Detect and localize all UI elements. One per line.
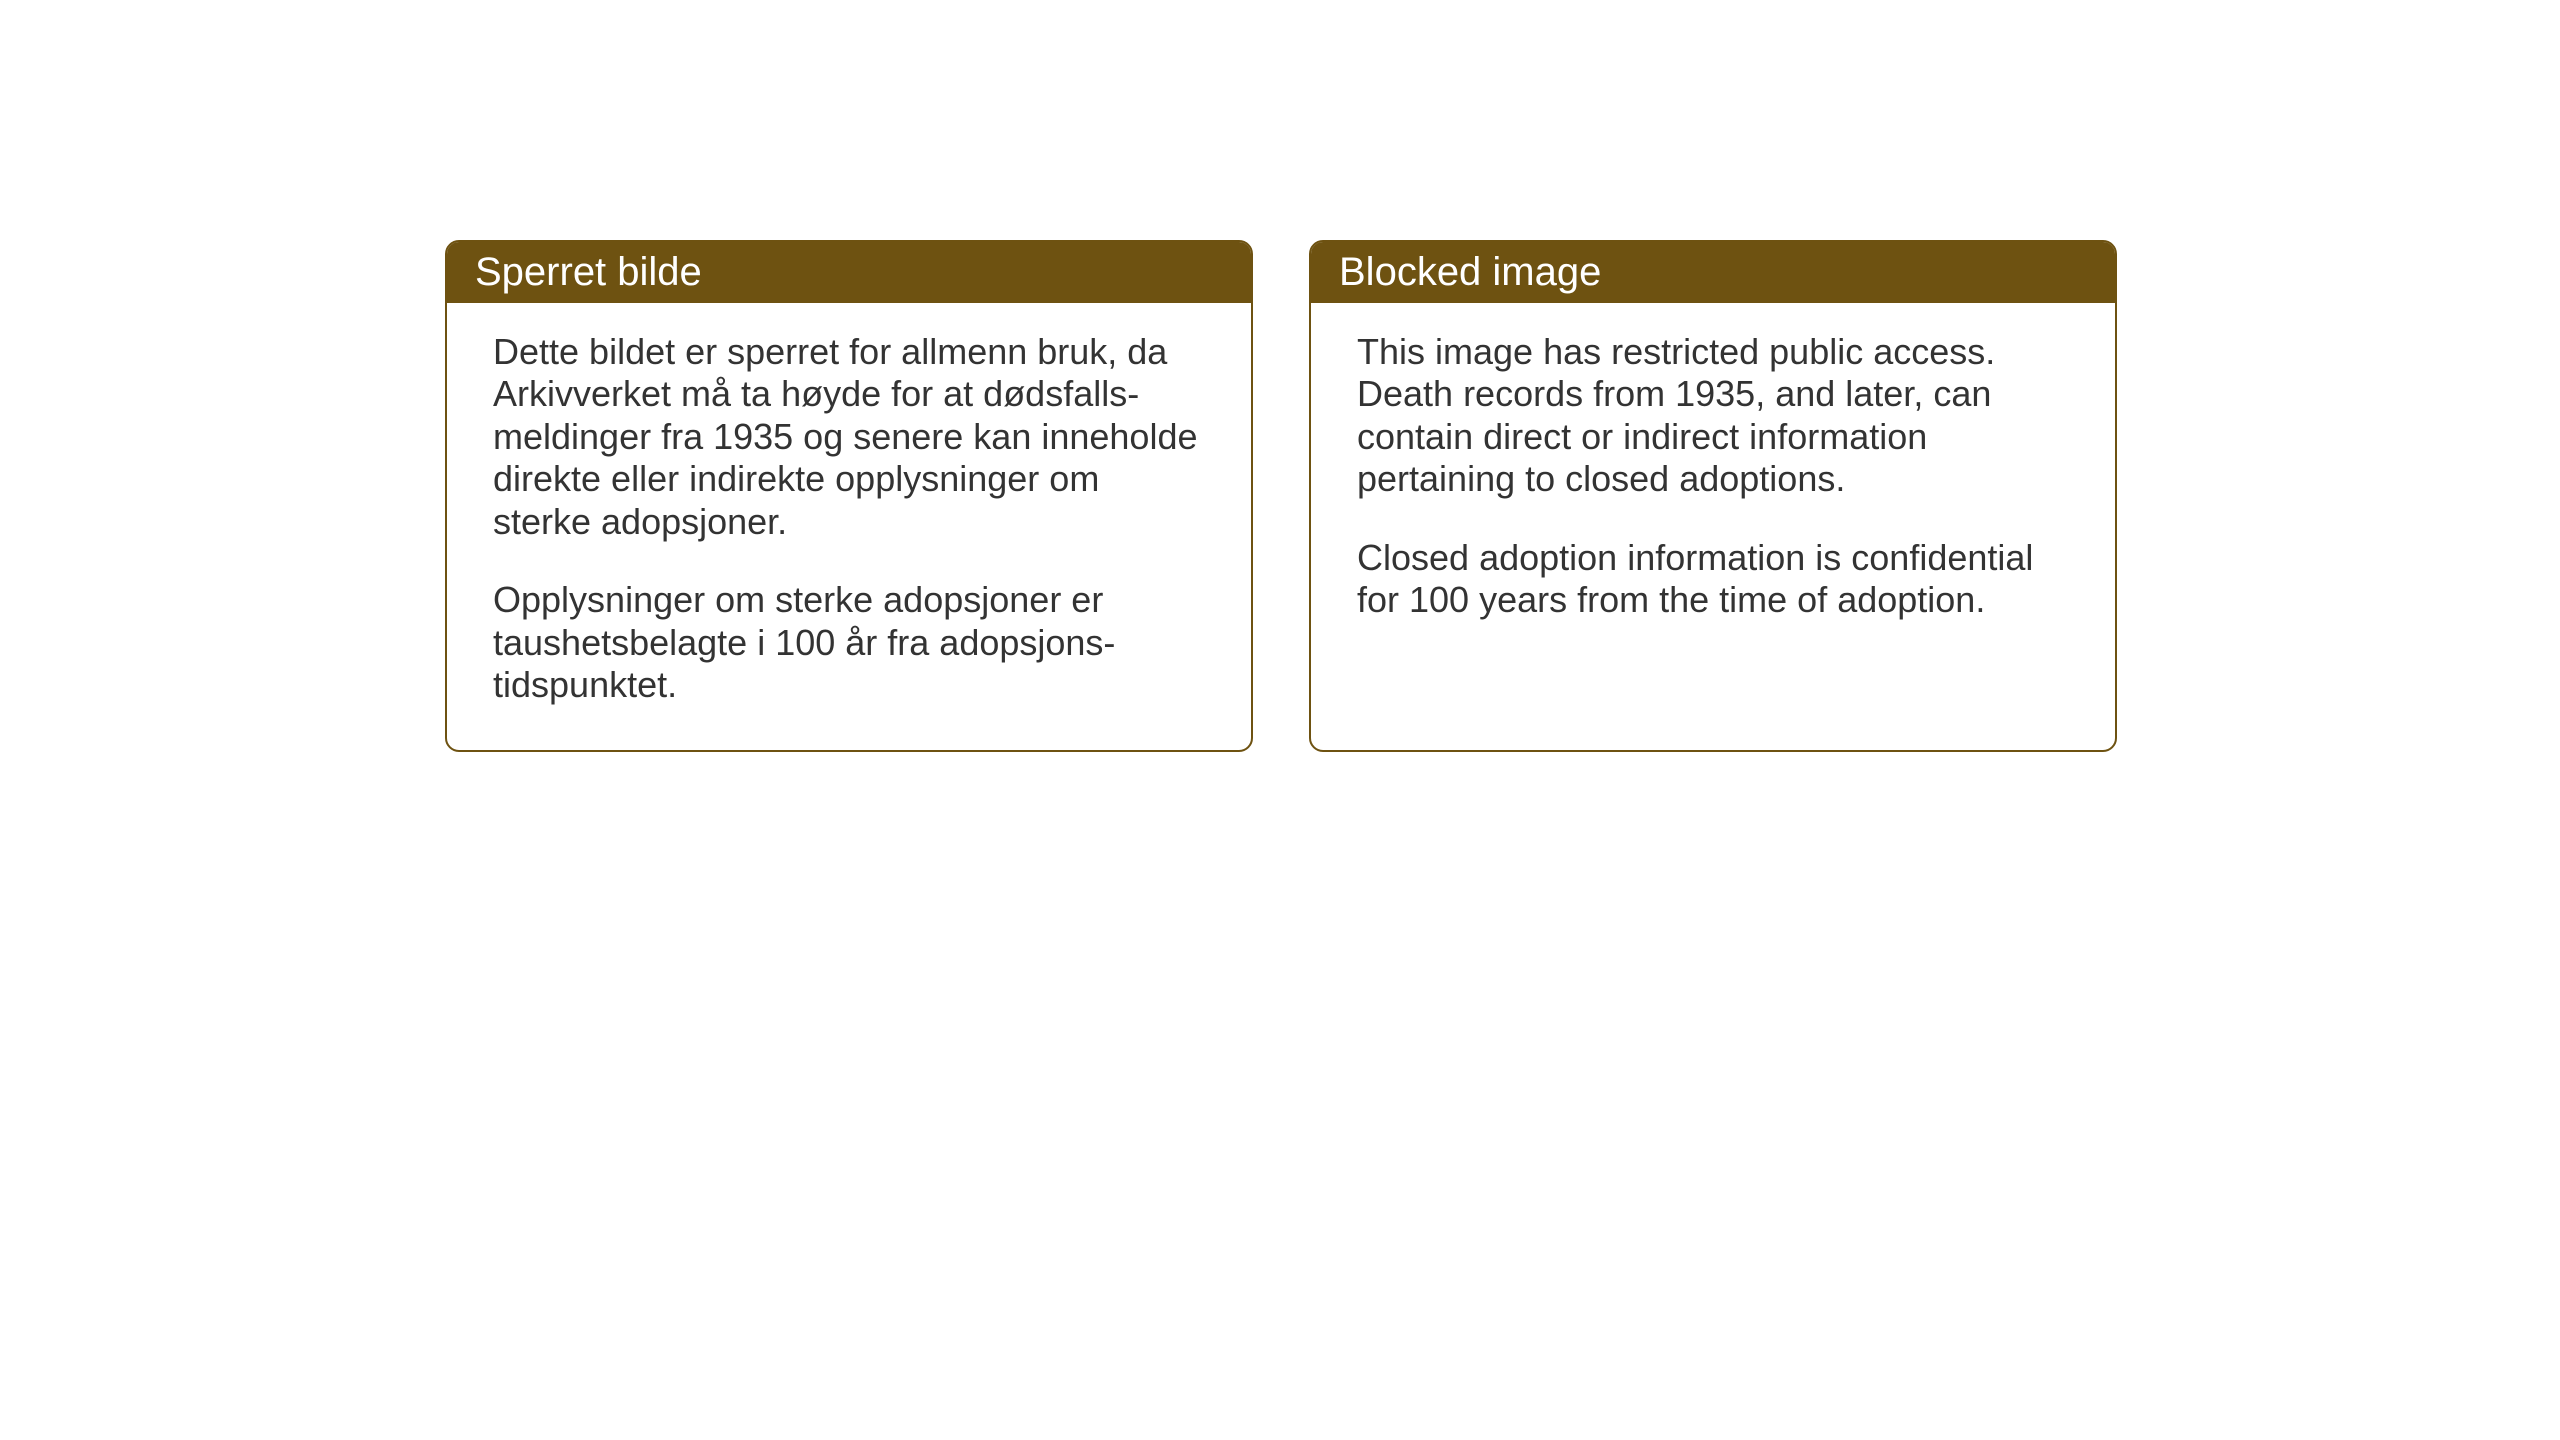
paragraph-2-english: Closed adoption information is confident… xyxy=(1357,537,2069,622)
card-body-english: This image has restricted public access.… xyxy=(1311,303,2115,660)
card-header-norwegian: Sperret bilde xyxy=(447,242,1251,303)
card-body-norwegian: Dette bildet er sperret for allmenn bruk… xyxy=(447,303,1251,745)
notice-cards-container: Sperret bilde Dette bildet er sperret fo… xyxy=(445,240,2117,752)
paragraph-1-english: This image has restricted public access.… xyxy=(1357,331,2069,501)
card-header-english: Blocked image xyxy=(1311,242,2115,303)
paragraph-2-norwegian: Opplysninger om sterke adopsjoner er tau… xyxy=(493,579,1205,706)
notice-card-norwegian: Sperret bilde Dette bildet er sperret fo… xyxy=(445,240,1253,752)
paragraph-1-norwegian: Dette bildet er sperret for allmenn bruk… xyxy=(493,331,1205,543)
notice-card-english: Blocked image This image has restricted … xyxy=(1309,240,2117,752)
